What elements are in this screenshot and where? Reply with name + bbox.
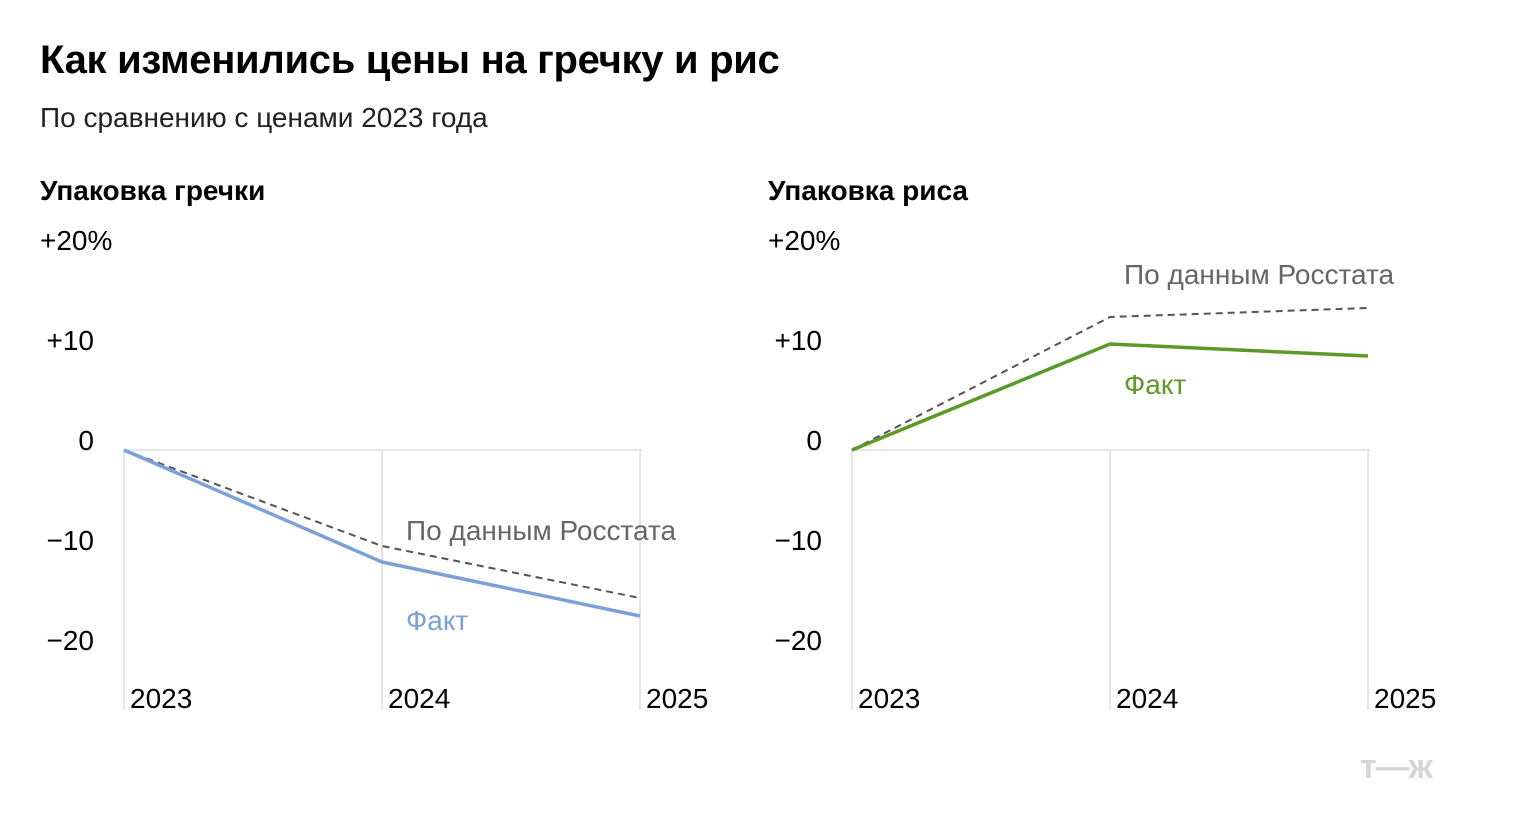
series-line-rosstat [851,307,1369,451]
rice-chart: Упаковка риса +20% +10 0 −10 −20 2023 2024 2025 Ф… [768,175,1436,714]
y-tick-label: +20% [40,225,112,256]
series-label-fact: Факт [406,605,468,636]
series-label-rosstat: По данным Росстата [1124,259,1394,290]
x-tick-label: 2024 [1116,683,1178,714]
buckwheat-chart: Упаковка гречки +20% +10 0 −10 −20 2023 2024 202… [40,175,708,714]
y-tick-label: +10 [47,325,95,356]
y-tick-label: −10 [47,525,95,556]
tj-logo: т—ж [1360,748,1433,786]
y-tick-label: −20 [775,625,823,656]
chart-subtitle: По сравнению с ценами 2023 года [40,102,488,133]
chart-title: Как изменились цены на гречку и рис [40,38,780,82]
y-tick-label: 0 [78,425,94,456]
series-label-rosstat: По данным Росстата [406,515,676,546]
y-tick-label: −20 [47,625,95,656]
x-tick-label: 2025 [646,683,708,714]
series-label-fact: Факт [1124,369,1186,400]
x-tick-label: 2023 [130,683,192,714]
x-tick-label: 2024 [388,683,450,714]
series-line-fact [851,342,1369,452]
series-line-rosstat [123,449,641,599]
panel-title: Упаковка риса [768,175,968,206]
x-tick-label: 2025 [1374,683,1436,714]
y-tick-label: +10 [775,325,823,356]
x-tick-label: 2023 [858,683,920,714]
panel-title: Упаковка гречки [40,175,265,206]
series-line-fact [123,448,641,618]
y-tick-label: −10 [775,525,823,556]
y-tick-label: 0 [806,425,822,456]
y-tick-label: +20% [768,225,840,256]
